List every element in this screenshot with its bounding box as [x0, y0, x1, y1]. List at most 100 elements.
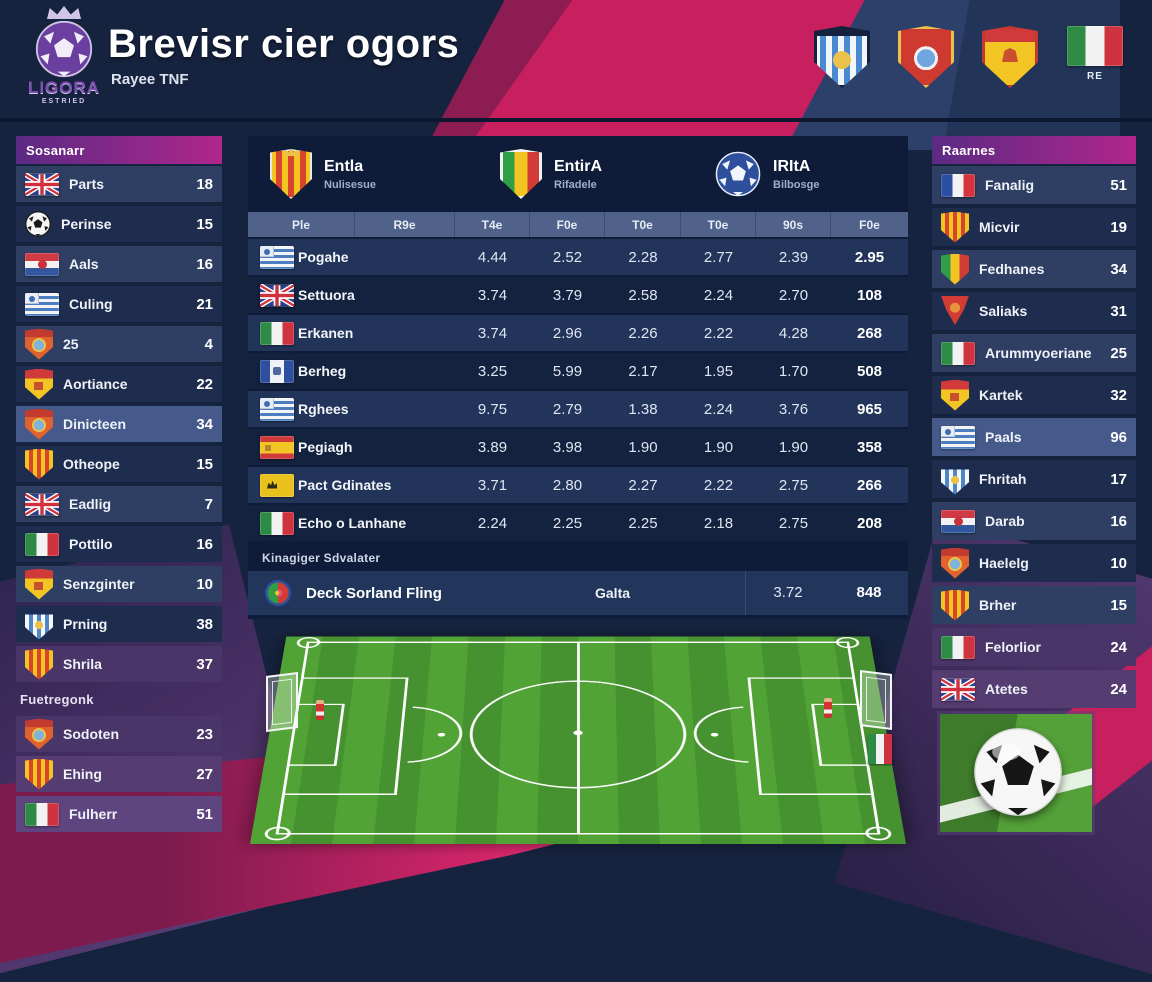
italy-flag-icon — [1067, 26, 1123, 66]
app-logo: LIGORA ESTRIED — [18, 6, 110, 105]
list-item[interactable]: Fanalig 51 — [932, 166, 1136, 204]
list-item[interactable]: Micvir 19 — [932, 208, 1136, 246]
stat-value: 3.76 — [778, 400, 809, 418]
team-label: Sodoten — [63, 726, 119, 742]
list-item[interactable]: Pottilo 16 — [16, 526, 222, 562]
column-header[interactable]: T0e — [681, 212, 756, 237]
team-count: 16 — [1110, 512, 1127, 530]
list-item[interactable]: Senzginter 10 — [16, 566, 222, 602]
column-header[interactable]: 90s — [756, 212, 831, 237]
red-white-blue-flag-icon — [941, 509, 975, 533]
stat-value: 3.98 — [552, 438, 583, 456]
list-item[interactable]: Eadlig 7 — [16, 486, 222, 522]
list-item[interactable]: Fhritah 17 — [932, 460, 1136, 498]
italy-flag-icon — [25, 802, 59, 826]
list-item[interactable]: Otheope 15 — [16, 446, 222, 482]
table-row[interactable]: Settuora 3.74 3.79 2.58 2.24 2.70 108 — [248, 277, 908, 313]
list-item[interactable]: Aals 16 — [16, 246, 222, 282]
orange-crest-icon — [25, 718, 53, 750]
list-item[interactable]: Sodoten 23 — [16, 716, 222, 752]
column-header[interactable]: Ple — [248, 212, 355, 237]
stat-value: 1.70 — [778, 362, 809, 380]
crowned-striped-crest-icon — [559, 579, 583, 607]
list-item[interactable]: Perinse 15 — [16, 206, 222, 242]
stat-value: 3.74 — [477, 286, 508, 304]
list-item[interactable]: Brher 15 — [932, 586, 1136, 624]
table-row[interactable]: Erkanen 3.74 2.96 2.26 2.22 4.28 268 — [248, 315, 908, 351]
column-header[interactable]: T4e — [455, 212, 530, 237]
team-count: 15 — [196, 215, 213, 233]
team-count: 18 — [196, 175, 213, 193]
list-item[interactable]: Ehing 27 — [16, 756, 222, 792]
list-item-selected[interactable]: Paals 96 — [932, 418, 1136, 456]
list-item[interactable]: Atetes 24 — [932, 670, 1136, 708]
list-item[interactable]: Darab 16 — [932, 502, 1136, 540]
catalonia-crest-icon — [25, 758, 53, 790]
table-row[interactable]: Echo o Lanhane 2.24 2.25 2.25 2.18 2.75 … — [248, 505, 908, 541]
spain-crest-icon — [25, 368, 53, 400]
crown-icon — [47, 6, 81, 19]
pitch-surface — [250, 636, 906, 844]
italy-flag-icon — [25, 532, 59, 556]
player-figure-right — [824, 698, 832, 718]
stat-value: 2.27 — [628, 476, 658, 494]
team-name: Rghees — [298, 401, 349, 417]
table-row[interactable]: Berheg 3.25 5.99 2.17 1.95 1.70 508 — [248, 353, 908, 389]
list-item[interactable]: Saliaks 31 — [932, 292, 1136, 330]
stat-value: 1.90 — [628, 438, 658, 456]
league-item[interactable]: EntirA Rifadele — [500, 149, 715, 199]
list-item[interactable]: Prning 38 — [16, 606, 222, 642]
stat-value: 2.17 — [628, 362, 658, 380]
league-item[interactable]: IRItA Bilbosge — [715, 151, 819, 197]
team-name: Pegiagh — [298, 439, 353, 455]
list-item[interactable]: Parts 18 — [16, 166, 222, 202]
team-count: 10 — [196, 575, 213, 593]
list-item[interactable]: 25 4 — [16, 326, 222, 362]
stat-value: 3.89 — [477, 438, 508, 456]
italy-flag-icon — [941, 341, 975, 365]
list-item-selected[interactable]: Dinicteen 34 — [16, 406, 222, 442]
yellow-flag-icon — [260, 473, 294, 497]
list-item[interactable]: Kartek 32 — [932, 376, 1136, 414]
table-row[interactable]: Pact Gdinates 3.71 2.80 2.27 2.22 2.75 2… — [248, 467, 908, 503]
blue-striped-crest-icon — [941, 463, 969, 495]
stat-value: 3.25 — [477, 362, 508, 380]
green-tricolor-crest-icon — [941, 253, 969, 285]
list-item[interactable]: Felorlior 24 — [932, 628, 1136, 666]
team-label: Pottilo — [69, 536, 113, 552]
catalonia-crest-icon — [25, 448, 53, 480]
list-item[interactable]: Culing 21 — [16, 286, 222, 322]
league-item[interactable]: Entla Nulisesue — [270, 149, 500, 199]
team-label: Senzginter — [63, 576, 135, 592]
featured-player-row[interactable]: Deck Sorland Fling Galta 3.72 848 — [248, 571, 908, 615]
team-label: Fedhanes — [979, 261, 1045, 277]
table-row[interactable]: Pogahe 4.44 2.52 2.28 2.77 2.39 2.95 — [248, 239, 908, 275]
column-header[interactable]: F0e — [859, 217, 880, 232]
list-item[interactable]: Haelelg 10 — [932, 544, 1136, 582]
striped-club-shield-icon — [814, 26, 870, 88]
page-title: Brevisr cier ogors — [108, 22, 460, 66]
stat-value: 3.79 — [552, 286, 583, 304]
table-row[interactable]: Pegiagh 3.89 3.98 1.90 1.90 1.90 358 — [248, 429, 908, 465]
stat-value: 2.58 — [628, 286, 658, 304]
red-pennant-crest-icon — [941, 295, 969, 325]
featured-section-title: Kinagiger Sdvalater — [262, 551, 381, 565]
column-header[interactable]: F0e — [530, 212, 605, 237]
table-row[interactable]: Rghees 9.75 2.79 1.38 2.24 3.76 965 — [248, 391, 908, 427]
blue-striped-crest-icon — [25, 608, 53, 640]
list-item[interactable]: Shrila 37 — [16, 646, 222, 682]
team-label: Ehing — [63, 766, 102, 782]
list-item[interactable]: Aortiance 22 — [16, 366, 222, 402]
goal-right — [860, 670, 892, 730]
team-label: Eadlig — [69, 496, 112, 512]
list-item[interactable]: Arummyoeriane 25 — [932, 334, 1136, 372]
column-header[interactable]: T0e — [605, 212, 681, 237]
list-item[interactable]: Fedhanes 34 — [932, 250, 1136, 288]
stat-value-bold: 208 — [856, 514, 883, 532]
red-white-blue-flag-icon — [25, 252, 59, 276]
catalonia-crest-icon — [941, 211, 969, 243]
catalonia-crest-icon — [941, 589, 969, 621]
list-item[interactable]: Fulherr 51 — [16, 796, 222, 832]
column-header[interactable]: R9e — [355, 212, 455, 237]
league-subtitle: Bilbosge — [773, 178, 820, 191]
